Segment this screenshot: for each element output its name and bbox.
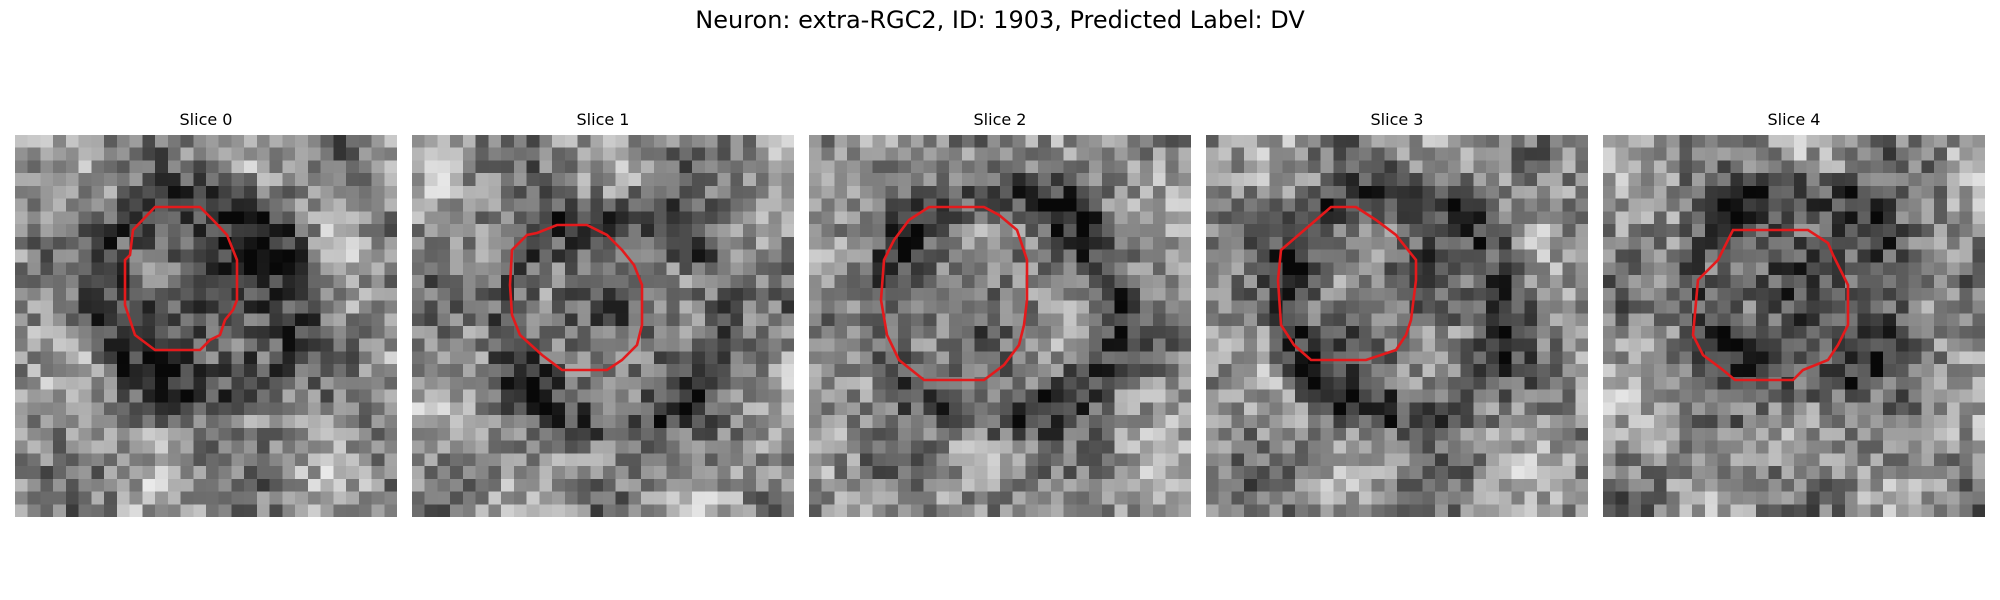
- figure-title: Neuron: extra-RGC2, ID: 1903, Predicted …: [695, 6, 1305, 34]
- roi-contour: [1276, 205, 1418, 362]
- slice-title: Slice 1: [576, 110, 630, 129]
- roi-contour: [1691, 228, 1850, 382]
- roi-contour: [123, 205, 239, 352]
- slice-image: [1206, 135, 1588, 517]
- roi-contour: [879, 205, 1029, 382]
- roi-contour: [508, 223, 644, 372]
- slice-image: [412, 135, 794, 517]
- slice-panel-1: Slice 1: [412, 110, 794, 520]
- slice-panel-0: Slice 0: [15, 110, 397, 520]
- slice-title: Slice 0: [179, 110, 233, 129]
- slice-panel-4: Slice 4: [1603, 110, 1985, 520]
- slice-title: Slice 2: [973, 110, 1027, 129]
- slice-title: Slice 4: [1767, 110, 1821, 129]
- slice-image: [809, 135, 1191, 517]
- slice-title: Slice 3: [1370, 110, 1424, 129]
- slice-panel-3: Slice 3: [1206, 110, 1588, 520]
- slice-image: [1603, 135, 1985, 517]
- slice-panel-2: Slice 2: [809, 110, 1191, 520]
- slice-image: [15, 135, 397, 517]
